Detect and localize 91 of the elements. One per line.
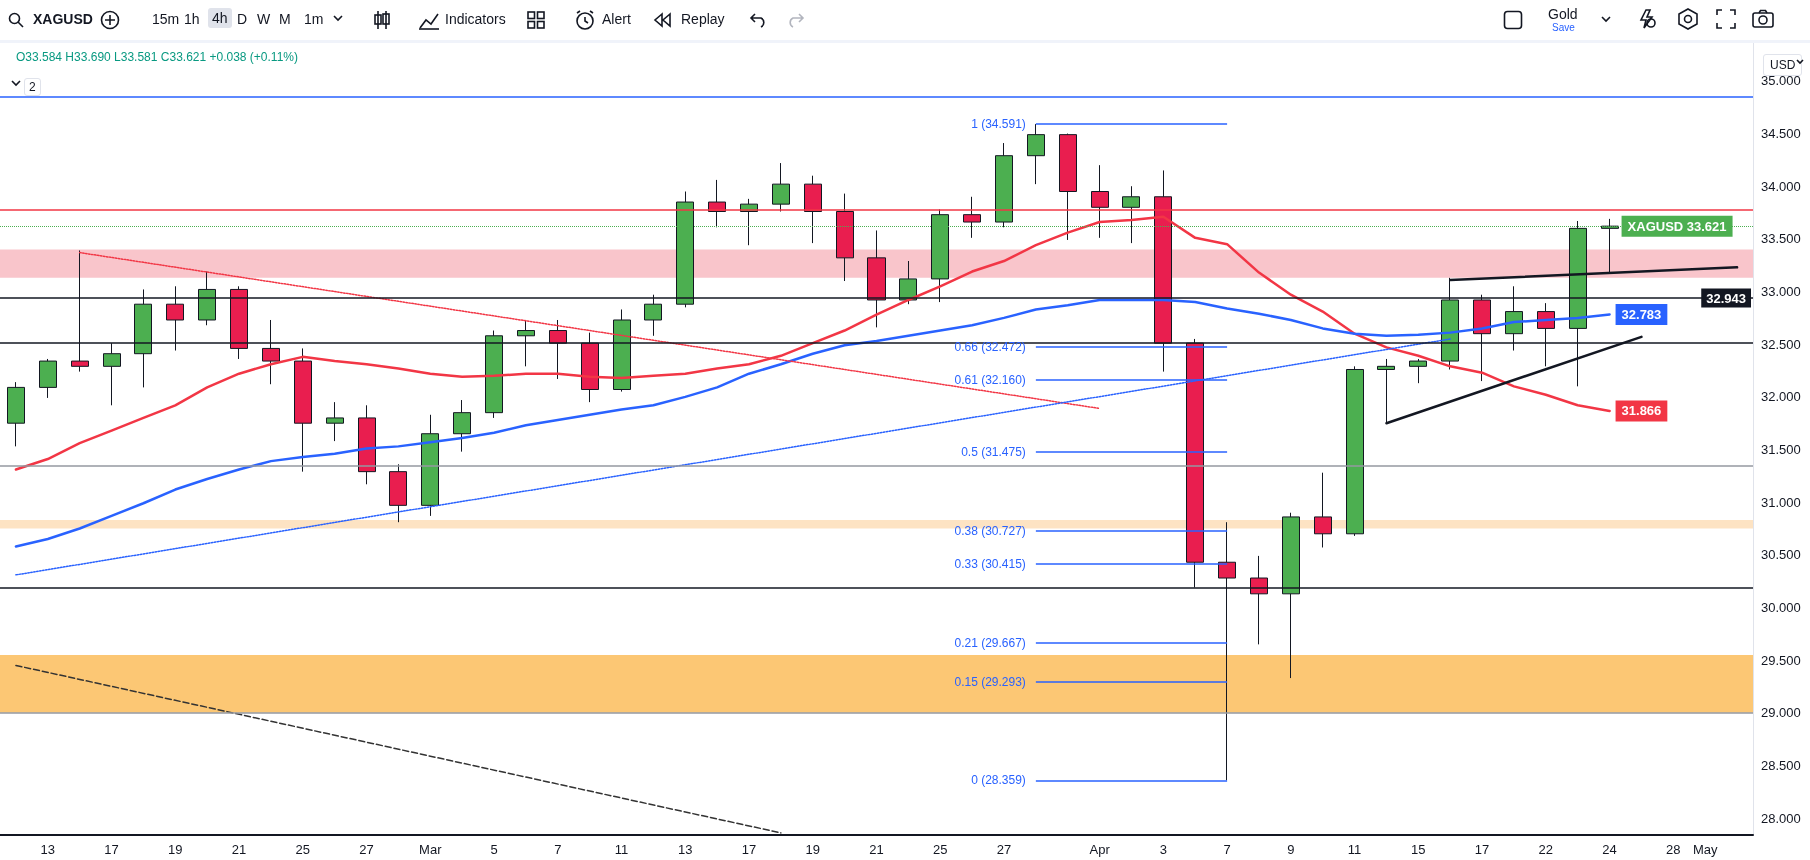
- y-tick-label: 28.000: [1761, 810, 1801, 826]
- ref-line-label: 0 (28.359): [971, 773, 1026, 788]
- data-label: 32.783: [1621, 306, 1662, 322]
- x-tick-label: 13: [678, 842, 693, 857]
- y-tick-label: 34.000: [1761, 178, 1801, 194]
- y-tick-label: 31.500: [1761, 442, 1801, 458]
- x-tick-label: 5: [490, 842, 498, 857]
- x-tick-label: 25: [933, 842, 948, 857]
- y-tick-label: 33.500: [1761, 231, 1801, 247]
- candlestick: [453, 399, 471, 453]
- y-tick-label: 31.000: [1761, 494, 1801, 510]
- x-tick-label: 15: [1411, 842, 1426, 857]
- x-tick-label: 7: [1223, 842, 1231, 857]
- y-tick-label: 30.000: [1761, 600, 1801, 616]
- candlestick: [1314, 472, 1332, 548]
- candlestick: [1027, 123, 1045, 185]
- x-tick-label: 17: [1474, 842, 1490, 857]
- text: XAGUSD 33.621: [1627, 218, 1727, 234]
- ref-line-label: 0.38 (30.727): [954, 523, 1026, 538]
- text: D: [237, 11, 248, 27]
- x-tick-label: 3: [1159, 842, 1167, 857]
- ref-line-label: 0.61 (32.160): [954, 373, 1026, 388]
- text: Indicators: [445, 11, 506, 27]
- x-tick-label: May: [1692, 842, 1718, 857]
- ref-line-label: 0.15 (29.293): [954, 674, 1026, 689]
- x-tick-label: 11: [614, 842, 629, 857]
- y-tick-label: 35.000: [1761, 73, 1801, 89]
- candlestick: [1346, 365, 1364, 537]
- text: O33.584 H33.690 L33.581 C33.621 +0.038 (+0.11%): [16, 50, 298, 64]
- text: USD: [1770, 58, 1796, 72]
- text: Gold: [1548, 6, 1578, 22]
- ref-line-label: 0.5 (31.475): [961, 445, 1026, 460]
- y-tick-label: 29.000: [1761, 705, 1801, 721]
- x-tick-label: 27: [359, 842, 374, 857]
- x-tick-label: 17: [104, 842, 119, 857]
- x-tick-label: 7: [554, 842, 562, 857]
- x-tick-label: 21: [231, 842, 247, 857]
- y-tick-label: 28.500: [1761, 757, 1801, 773]
- x-tick-label: 9: [1287, 842, 1295, 857]
- candlestick: [836, 193, 854, 282]
- ref-line-label: 1 (34.591): [971, 116, 1026, 131]
- x-tick-label: 11: [1347, 842, 1362, 857]
- candlestick: [358, 404, 376, 485]
- x-tick-label: 21: [869, 842, 884, 857]
- candlestick: [421, 414, 439, 517]
- annotation: 32.943: [1706, 290, 1746, 306]
- text: Replay: [681, 11, 725, 27]
- y-tick-label: 34.500: [1761, 126, 1801, 142]
- text: W: [257, 11, 271, 27]
- y-tick-label: 29.500: [1761, 652, 1801, 668]
- y-tick-label: 33.000: [1761, 284, 1801, 300]
- y-tick-label: 32.500: [1761, 336, 1801, 352]
- text: 1h: [184, 11, 200, 27]
- text: M: [279, 11, 291, 27]
- x-tick-label: 19: [805, 842, 820, 857]
- ref-line-label: 0.21 (29.667): [954, 635, 1026, 650]
- text: 4h: [208, 8, 232, 28]
- x-tick-label: 24: [1602, 842, 1617, 857]
- x-tick-label: 13: [40, 842, 56, 857]
- chart-title: XAGUSD: [33, 11, 93, 27]
- y-tick-label: 30.500: [1761, 547, 1801, 563]
- ref-line-label: 0.33 (30.415): [954, 556, 1026, 571]
- candlestick: [294, 347, 312, 473]
- data-label: 31.866: [1621, 403, 1662, 419]
- candlestick: [963, 196, 981, 239]
- candlestick: [804, 175, 822, 244]
- candlestick: [1059, 133, 1077, 241]
- annotation: 2: [24, 78, 41, 96]
- line-series: [14, 215, 1611, 471]
- ref-line-label: 0.66 (32.472): [954, 340, 1026, 355]
- candlestick: [772, 162, 790, 213]
- candlestick: [1409, 358, 1427, 384]
- text: Save: [1552, 22, 1575, 33]
- x-tick-label: 17: [741, 842, 757, 857]
- candlestick: [326, 401, 344, 442]
- x-tick-label: 19: [168, 842, 183, 857]
- text: 15m: [152, 11, 180, 27]
- x-tick-label: 25: [295, 842, 311, 857]
- x-tick-label: 27: [996, 842, 1012, 857]
- candlestick: [7, 381, 25, 447]
- text: 1m: [304, 11, 324, 27]
- x-tick-label: 22: [1538, 842, 1554, 857]
- x-tick-label: Mar: [419, 842, 443, 857]
- x-tick-label: 28: [1666, 842, 1681, 857]
- y-tick-label: 32.000: [1761, 389, 1801, 405]
- candlestick: [1091, 164, 1109, 239]
- candlestick: [39, 358, 57, 399]
- x-tick-label: Apr: [1089, 842, 1111, 857]
- line-series: [14, 298, 1611, 548]
- candlestick: [389, 463, 407, 523]
- text: Alert: [602, 11, 631, 27]
